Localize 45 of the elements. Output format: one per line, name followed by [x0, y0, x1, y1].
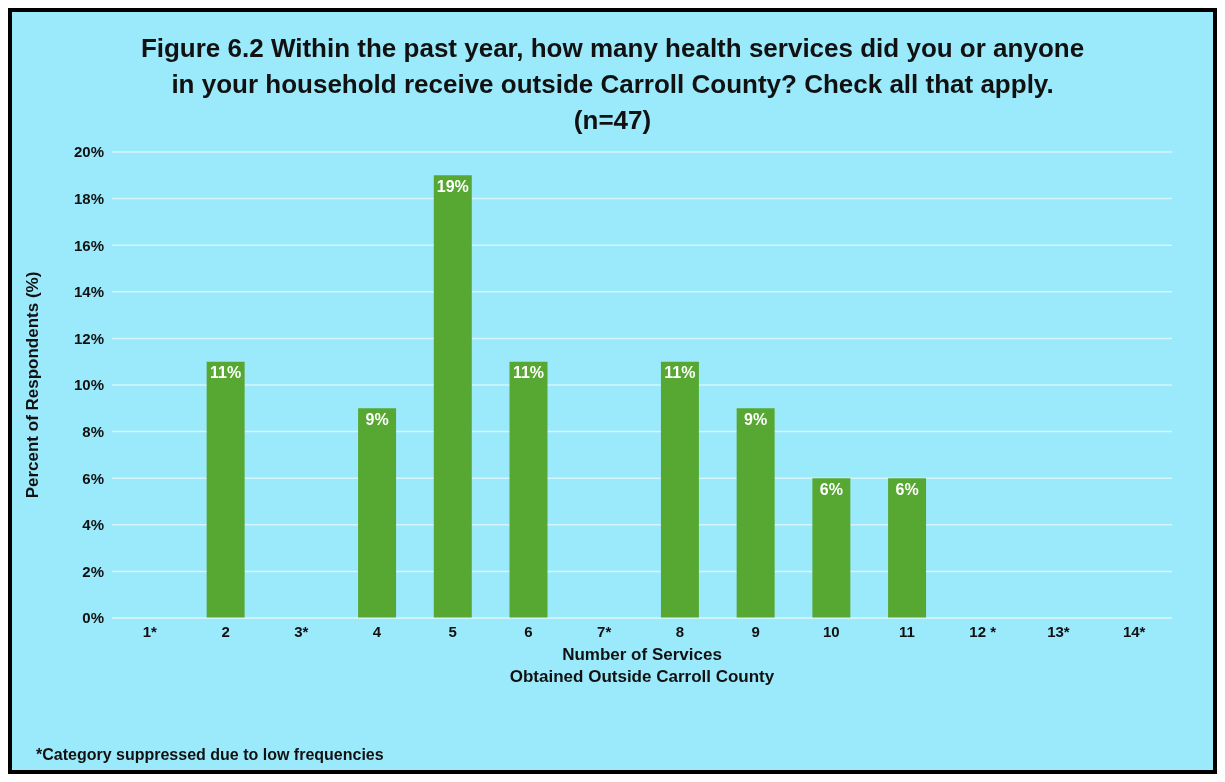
y-tick-label: 10%	[73, 376, 104, 394]
bar	[736, 408, 775, 618]
x-tick-label: 8	[675, 622, 685, 640]
x-tick-label: 5	[448, 622, 457, 640]
y-tick-label: 14%	[73, 283, 104, 301]
y-tick-label: 12%	[73, 329, 104, 347]
x-tick-label: 12 *	[969, 622, 997, 640]
y-tick-label: 18%	[73, 189, 104, 207]
bar	[358, 408, 397, 618]
x-tick-label: 9	[751, 622, 760, 640]
x-tick-label: 13*	[1047, 622, 1070, 640]
data-label: 11%	[210, 364, 242, 382]
y-tick-label: 20%	[73, 143, 104, 161]
x-tick-label: 6	[524, 622, 533, 640]
data-label: 6%	[895, 480, 919, 498]
data-label: 11%	[512, 364, 545, 382]
chart-title: Figure 6.2 Within the past year, how many health services did you or anyone in your household receive outside Carroll County? Check all that apply. (n=47)	[139, 32, 1086, 137]
bar	[433, 175, 472, 618]
y-tick-label: 8%	[82, 422, 104, 440]
bar	[660, 361, 699, 618]
y-tick-label: 0%	[82, 609, 104, 627]
data-label: 9%	[365, 410, 389, 428]
x-tick-label: 4	[372, 622, 382, 640]
x-tick-label: 7*	[597, 622, 612, 640]
bar	[888, 478, 927, 618]
data-label: 11%	[664, 364, 696, 382]
x-axis-title: Number of Services Obtained Outside Carroll County	[509, 645, 775, 686]
x-tick-label: 14*	[1122, 622, 1146, 640]
data-label: 19%	[436, 177, 469, 195]
x-tick-label: 2	[221, 622, 230, 640]
x-tick-label: 1*	[142, 622, 158, 640]
y-tick-label: 4%	[82, 516, 104, 534]
y-axis-title: Percent of Respondents (%)	[23, 271, 43, 499]
bar	[206, 361, 245, 618]
x-tick-label: 11	[899, 622, 915, 640]
data-label: 9%	[744, 410, 768, 428]
x-tick-label: 3*	[294, 622, 309, 640]
x-tick-label: 10	[822, 622, 840, 640]
y-tick-label: 6%	[82, 469, 104, 487]
bar	[509, 361, 548, 618]
data-label: 6%	[819, 480, 843, 498]
y-tick-label: 2%	[82, 562, 104, 580]
text: *Category suppressed due to low frequencies	[36, 746, 384, 764]
y-tick-label: 16%	[73, 236, 104, 254]
bar	[812, 478, 851, 618]
